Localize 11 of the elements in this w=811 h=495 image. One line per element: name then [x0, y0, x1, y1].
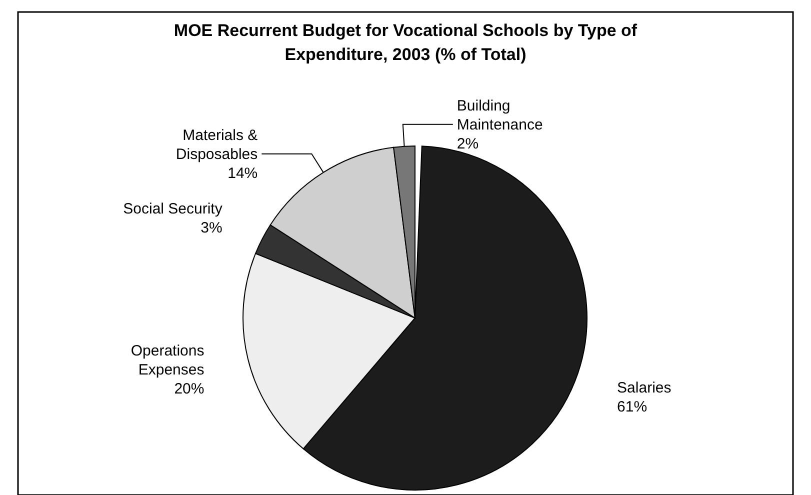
slice-label: Operations Expenses — [130, 342, 204, 379]
slice-label: Building Maintenance — [456, 97, 543, 134]
data-label: 61% — [617, 398, 648, 416]
data-label: 3% — [200, 220, 222, 237]
slice-label: Salaries — [617, 380, 672, 397]
data-label: 2% — [456, 135, 479, 152]
slice-label: Social Security — [123, 200, 223, 218]
data-label: 14% — [228, 164, 258, 182]
slice-label: Materials & Disposables — [176, 126, 258, 163]
data-label: 20% — [174, 380, 204, 398]
chart-title: MOE Recurrent Budget for Vocational Schools by Type of Expenditure, 2003 (% of Total) — [174, 21, 638, 64]
